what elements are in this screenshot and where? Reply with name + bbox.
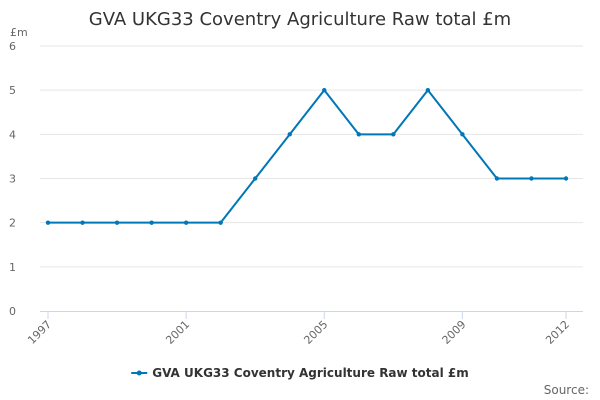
x-tick-label: 2001 [163, 318, 192, 347]
data-point[interactable] [563, 176, 569, 181]
data-point[interactable] [322, 87, 327, 93]
data-point[interactable] [529, 176, 534, 181]
data-point[interactable] [356, 132, 361, 137]
data-point[interactable] [80, 220, 85, 225]
x-axis-ticks: 1997 2001 2005 2009 2012 [25, 311, 572, 347]
y-tick-label: 3 [9, 173, 16, 186]
series-line[interactable] [47, 89, 567, 224]
data-point[interactable] [149, 220, 154, 225]
data-point[interactable] [253, 176, 258, 181]
y-tick-label: 5 [9, 84, 16, 97]
data-point[interactable] [425, 87, 431, 93]
data-point[interactable] [114, 220, 120, 225]
y-tick-label: 4 [9, 128, 16, 141]
series-layer [45, 87, 569, 225]
data-point[interactable] [183, 220, 189, 225]
x-tick-label: 2012 [543, 318, 572, 347]
data-point[interactable] [218, 220, 223, 225]
y-tick-label: 0 [9, 305, 16, 318]
x-tick-label: 2009 [440, 318, 469, 347]
y-tick-label: 2 [9, 217, 16, 230]
x-tick-label: 2005 [301, 318, 330, 347]
data-point[interactable] [494, 176, 500, 181]
chart-title: GVA UKG33 Coventry Agriculture Raw total… [89, 9, 511, 30]
y-tick-label: 1 [9, 261, 16, 274]
y-tick-label: 6 [9, 40, 16, 53]
data-point[interactable] [287, 132, 292, 137]
legend-series-label: GVA UKG33 Coventry Agriculture Raw total… [152, 366, 469, 380]
chart-credit[interactable]: Source: [544, 383, 589, 397]
y-axis-label: £m [10, 26, 28, 39]
legend[interactable]: GVA UKG33 Coventry Agriculture Raw total… [131, 366, 469, 380]
data-point[interactable] [391, 132, 396, 137]
grid-lines [40, 45, 583, 268]
y-axis-ticks: 0 1 2 3 4 5 6 [9, 40, 16, 318]
data-point[interactable] [45, 220, 51, 225]
data-point[interactable] [460, 132, 465, 137]
legend-series-marker-icon [136, 370, 142, 376]
x-tick-label: 1997 [25, 318, 54, 347]
